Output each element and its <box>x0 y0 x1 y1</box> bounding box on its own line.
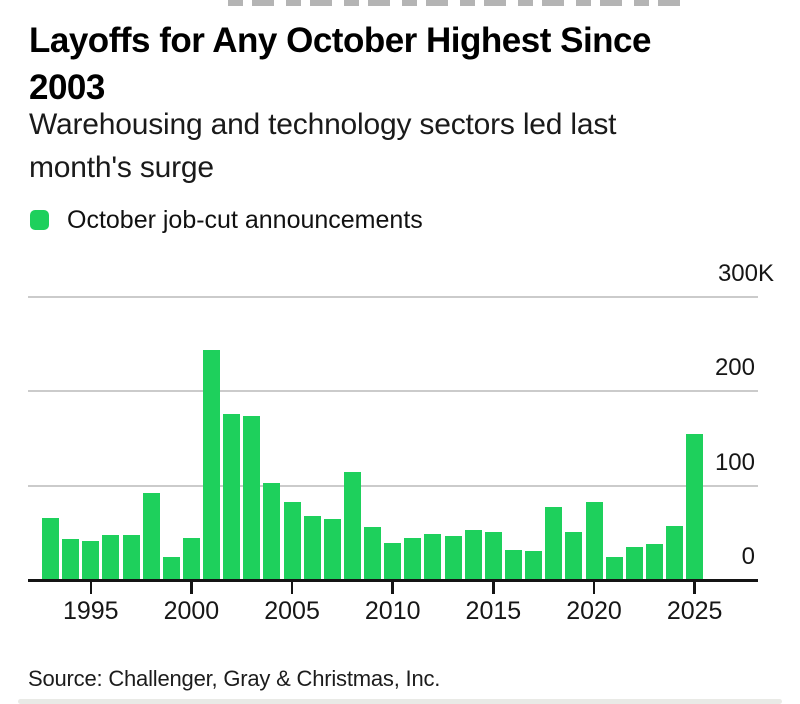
x-axis-label-2000: 2000 <box>163 597 220 625</box>
bar-1998 <box>142 493 160 579</box>
x-axis-tick-1995 <box>89 582 92 594</box>
gridline-200 <box>28 390 758 392</box>
x-axis-label-2010: 2010 <box>364 597 421 625</box>
bar-2015 <box>484 531 502 579</box>
chart-title: Layoffs for Any October Highest Since 20… <box>29 17 769 111</box>
chart-subtitle: Warehousing and technology sectors led l… <box>29 103 769 189</box>
gridline-300K <box>28 295 758 298</box>
x-axis-label-2015: 2015 <box>465 597 522 625</box>
bar-2019 <box>565 531 583 579</box>
y-axis-label-300K: 300K <box>717 259 774 287</box>
bar-2022 <box>625 546 643 579</box>
bar-1997 <box>122 534 140 579</box>
bar-2004 <box>263 482 281 579</box>
x-axis-line <box>28 579 758 582</box>
bar-2000 <box>182 538 200 579</box>
x-axis-label-1995: 1995 <box>62 597 119 625</box>
bar-2008 <box>343 472 361 579</box>
y-axis-label-200: 200 <box>714 354 755 381</box>
source-attribution: Source: Challenger, Gray & Christmas, In… <box>28 666 441 691</box>
bar-2017 <box>525 550 543 579</box>
x-axis-label-2025: 2025 <box>666 597 723 625</box>
bar-1994 <box>62 539 80 579</box>
bar-2018 <box>545 507 563 579</box>
x-axis-tick-2010 <box>391 582 394 594</box>
chart-subtitle-line1: Warehousing and technology sectors led l… <box>29 108 617 141</box>
x-axis-tick-2015 <box>492 582 495 594</box>
cropped-text-fragment <box>228 0 692 6</box>
x-axis-tick-2005 <box>290 582 294 594</box>
gridline-100 <box>28 484 758 487</box>
bar-1999 <box>162 557 180 579</box>
bar-2001 <box>203 350 221 579</box>
bar-2009 <box>364 527 382 579</box>
bar-2020 <box>585 502 603 579</box>
bar-1995 <box>82 541 100 579</box>
cropped-bottom-element <box>18 699 782 704</box>
bar-2016 <box>504 549 522 579</box>
chart-subtitle-line2: month's surge <box>29 151 214 184</box>
bar-1996 <box>102 534 120 579</box>
x-axis-tick-2000 <box>190 582 193 594</box>
bar-2007 <box>323 519 341 579</box>
bar-2021 <box>605 557 623 579</box>
bar-2024 <box>666 526 684 579</box>
legend: October job-cut announcements <box>30 205 423 235</box>
bar-1993 <box>42 517 59 579</box>
legend-swatch-icon <box>30 210 49 230</box>
bar-2011 <box>404 538 422 579</box>
bar-2002 <box>223 413 241 579</box>
x-axis-label-2020: 2020 <box>566 597 622 625</box>
x-axis-tick-2020 <box>592 582 596 594</box>
bar-2012 <box>424 533 442 579</box>
bar-2013 <box>444 535 462 579</box>
legend-label: October job-cut announcements <box>67 205 423 234</box>
chart-title-line2: 2003 <box>29 68 105 107</box>
bar-2025 <box>686 434 704 579</box>
bar-2010 <box>384 543 402 579</box>
bar-2006 <box>303 515 321 579</box>
bar-2014 <box>464 529 482 579</box>
y-axis-label-100: 100 <box>714 448 755 476</box>
x-axis-label-2005: 2005 <box>264 597 320 625</box>
bar-2005 <box>283 502 301 579</box>
bar-2023 <box>645 544 663 579</box>
chart-title-line1: Layoffs for Any October Highest Since <box>29 21 651 60</box>
y-axis-label-0: 0 <box>741 543 755 570</box>
x-axis-tick-2025 <box>693 582 696 594</box>
bar-2003 <box>243 416 261 579</box>
